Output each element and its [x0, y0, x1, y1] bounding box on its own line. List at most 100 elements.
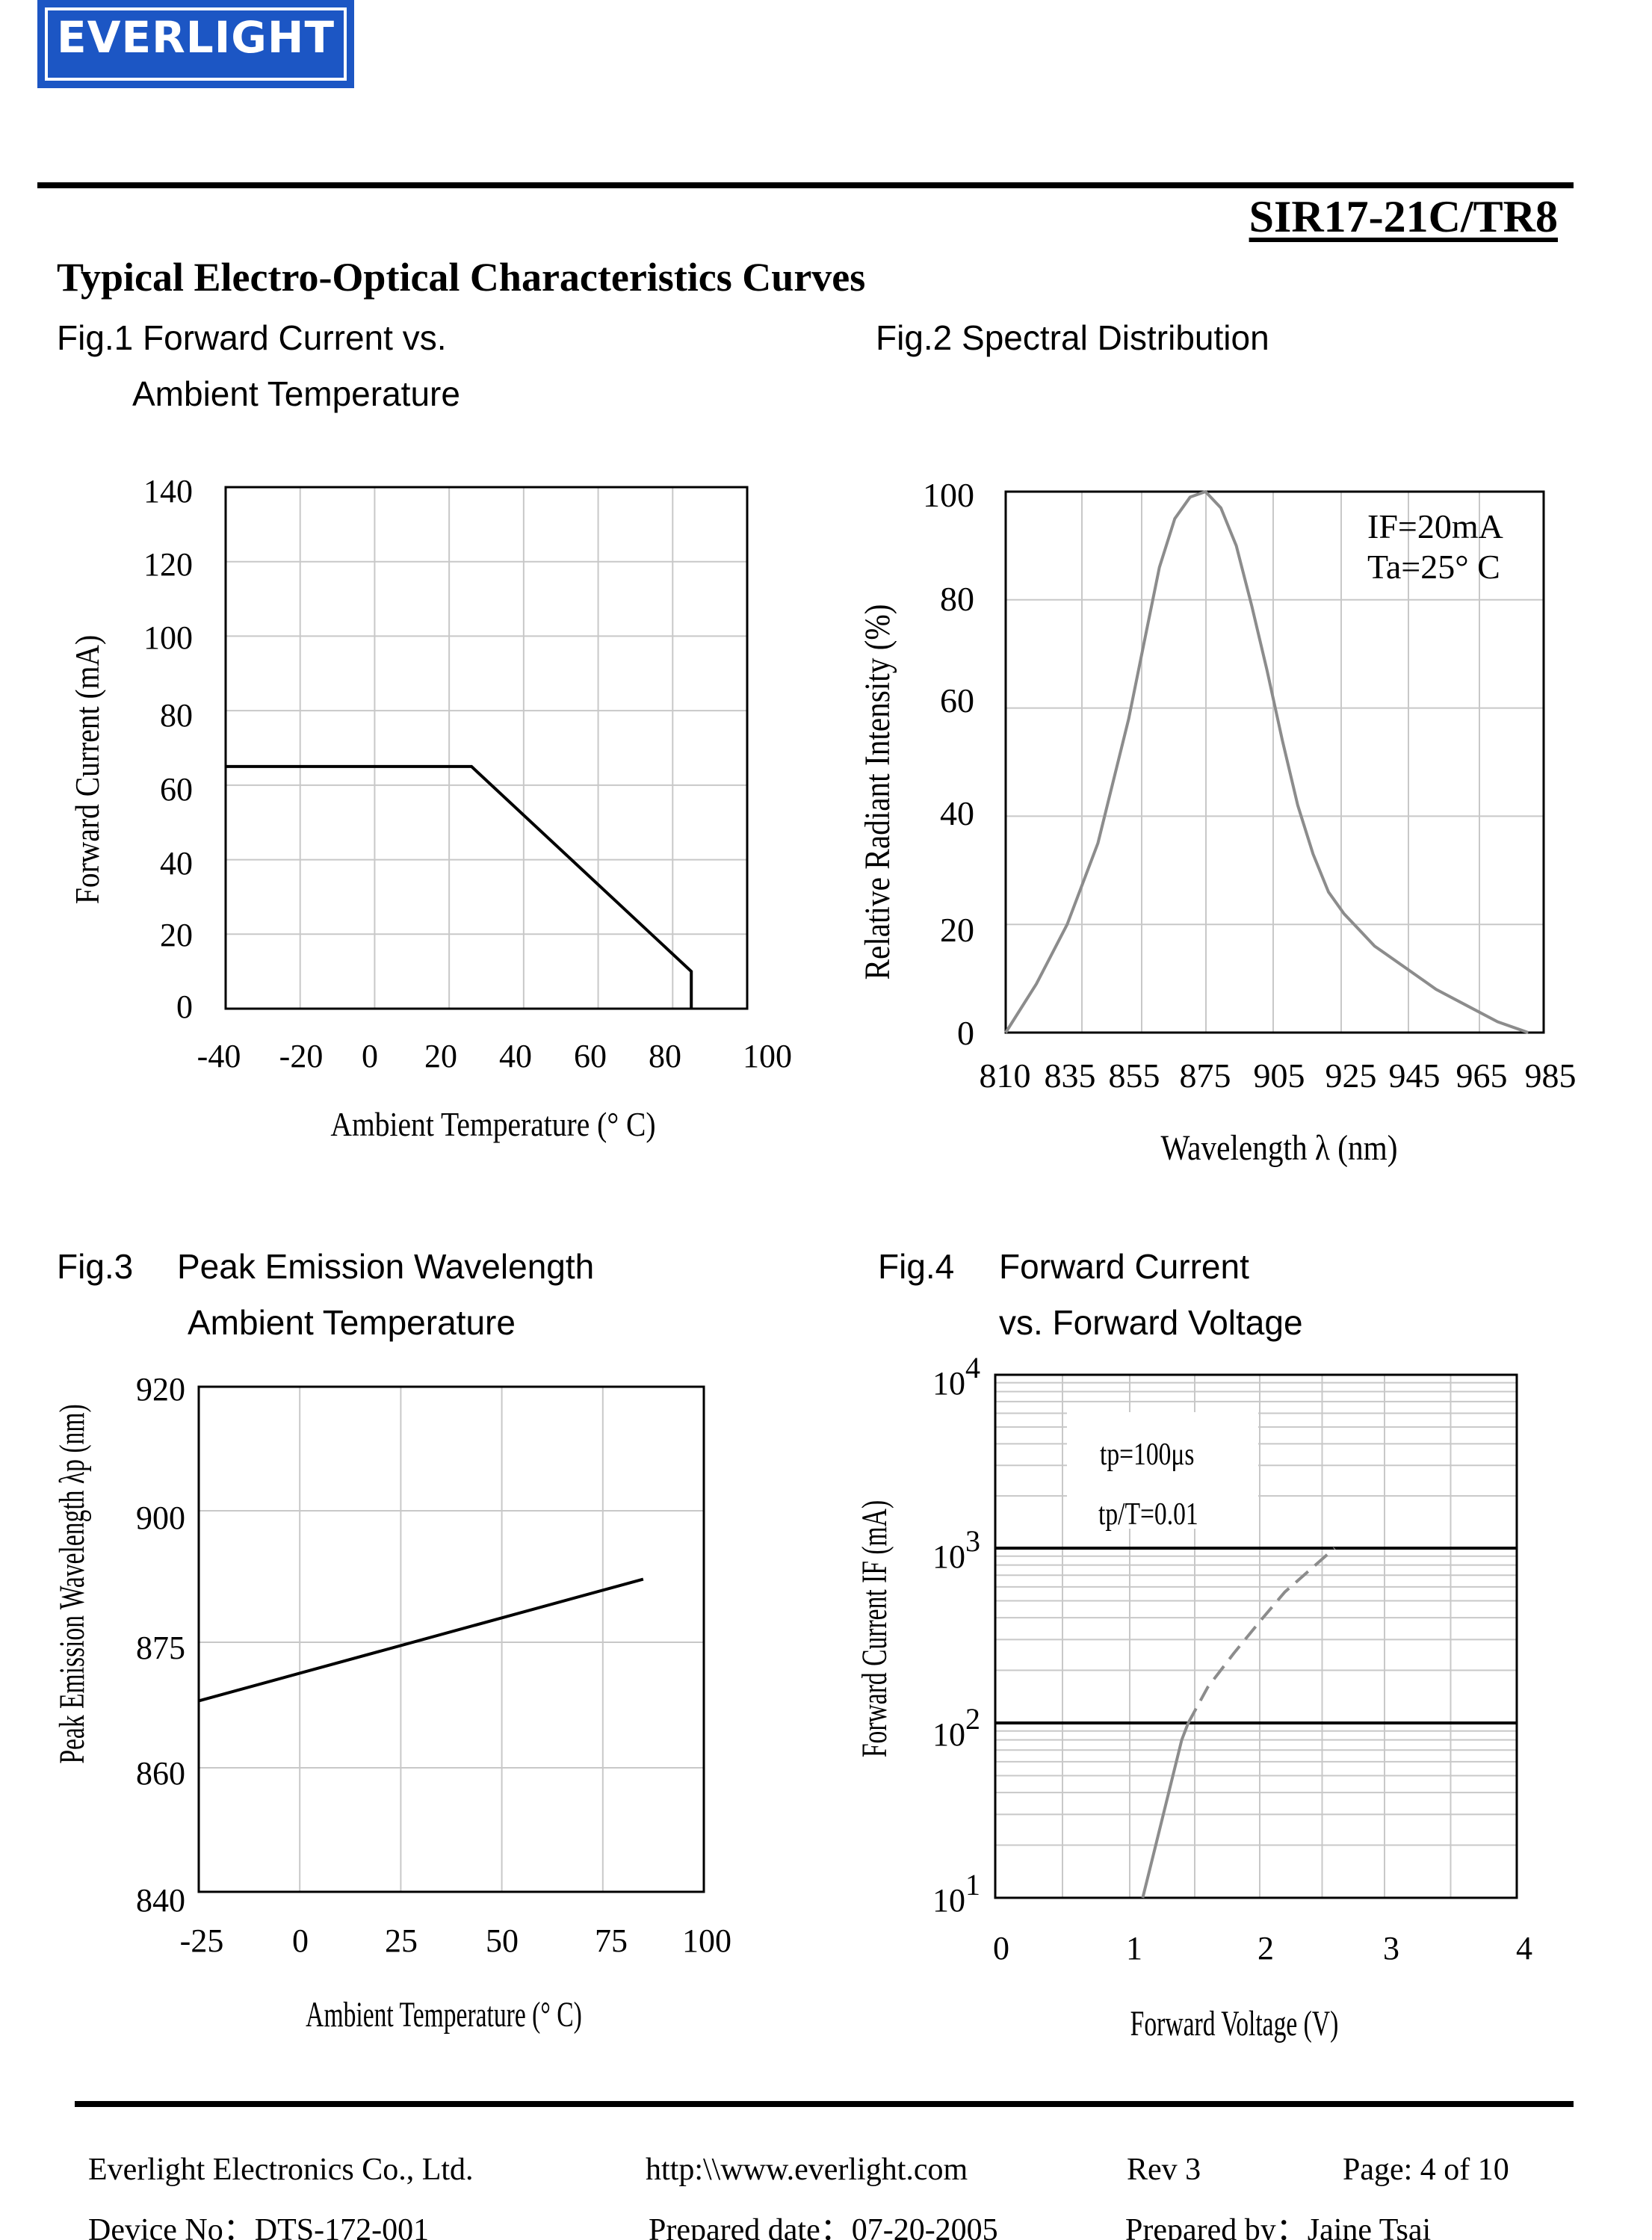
fig4-y-tick-base: 10	[932, 1538, 965, 1575]
header-rule	[37, 182, 1574, 188]
footer-rev: Rev 3	[1127, 2153, 1201, 2187]
fig3-x-tick-label: 25	[385, 1922, 418, 1959]
fig4-y-tick-base: 10	[932, 1365, 965, 1402]
fig1-chart: -40 -20 0 20 40 60 80 100 0 20 40 60 80 100 120 140 Ambi…	[69, 473, 792, 1144]
fig4-y-tick-exponent: 1	[965, 1868, 980, 1902]
fig2-x-tick-label: 810	[980, 1056, 1031, 1095]
fig4-title-line2: vs. Forward Voltage	[999, 1303, 1303, 1342]
fig2-annotation-temp: Ta=25° C	[1367, 548, 1500, 586]
fig2-y-tick-label: 40	[940, 794, 974, 832]
fig4-y-tick-base: 10	[932, 1882, 965, 1919]
everlight-logo: EVERLIGHT	[37, 0, 354, 88]
fig1-y-tick-label: 120	[143, 546, 193, 583]
fig2-x-tick-label: 905	[1254, 1056, 1305, 1095]
fig3-plot-frame	[197, 1385, 705, 1893]
fig1-y-tick-label: 140	[143, 473, 193, 510]
fig3-y-tick-label: 875	[136, 1630, 185, 1666]
fig4-series-solid	[1141, 1722, 1190, 1899]
fig4-annotation-duty: tp/T=0.01	[1098, 1497, 1198, 1532]
fig3-title-line2: Ambient Temperature	[188, 1303, 516, 1342]
fig4-title-prefix: Fig.4	[878, 1247, 955, 1286]
fig3-y-axis-label: Peak Emission Wavelength λp (nm)	[52, 1404, 92, 1763]
fig2-x-axis-label: Wavelength λ (nm)	[1161, 1127, 1398, 1168]
fig1-plot-frame	[224, 486, 749, 1010]
fig1-x-tick-label: 0	[362, 1038, 378, 1074]
fig3-x-tick-label: 75	[595, 1922, 628, 1959]
fig1-y-tick-label: 100	[143, 619, 193, 656]
fig4-y-tick-exponent: 2	[965, 1702, 980, 1736]
fig4-y-tick-exponent: 4	[965, 1351, 980, 1384]
fig3-series-line	[198, 1577, 644, 1703]
fig3-x-axis-label: Ambient Temperature (° C)	[306, 1994, 582, 2035]
fig1-title: Fig.1 Forward Current vs.	[57, 318, 447, 357]
fig4-x-tick-label: 2	[1257, 1930, 1274, 1967]
fig3-title: Peak Emission Wavelength	[177, 1247, 595, 1286]
fig1-y-tick-label: 40	[160, 845, 193, 882]
fig4-annotation-pulse: tp=100μs	[1100, 1438, 1195, 1472]
fig2-title: Fig.2 Spectral Distribution	[876, 318, 1269, 357]
fig2-plot-frame	[1004, 490, 1545, 1034]
fig3-chart: -25 0 25 50 75 100 840 860 875 900 920 Ambient Temp…	[52, 1371, 731, 2035]
fig3-y-tick-label: 840	[136, 1882, 185, 1919]
fig4-plot-frame	[994, 1373, 1518, 1899]
fig2-x-tick-label: 835	[1045, 1056, 1096, 1095]
fig1-series-line	[226, 764, 693, 1009]
fig2-chart: 810 835 855 875 905 925 945 965 985 0 20 40 60 80 100 I…	[857, 476, 1576, 1168]
footer-rule	[75, 2101, 1574, 2107]
fig1-y-axis-label: Forward Current (mA)	[69, 635, 106, 904]
fig4-y-tick-exponent: 3	[965, 1524, 980, 1558]
footer-device-no: Device No：DTS-172-001	[88, 2213, 430, 2240]
fig1-x-axis-label: Ambient Temperature (° C)	[330, 1106, 655, 1143]
fig2-x-tick-label: 945	[1389, 1056, 1441, 1095]
fig3-x-tick-label: 0	[292, 1922, 309, 1959]
footer-prepared-date: Prepared date：07-20-2005	[649, 2213, 998, 2240]
fig4-x-tick-label: 3	[1383, 1930, 1399, 1967]
fig3-y-tick-label: 860	[136, 1755, 185, 1792]
fig3-x-tick-label: 100	[682, 1922, 731, 1959]
fig1-x-tick-label: 40	[499, 1038, 532, 1074]
fig4-y-axis-label: Forward Current IF (mA)	[854, 1500, 894, 1757]
fig2-x-tick-label: 855	[1109, 1056, 1160, 1095]
fig1-y-tick-label: 80	[160, 697, 193, 734]
fig2-x-tick-label: 875	[1180, 1056, 1231, 1095]
logo-border	[45, 7, 347, 81]
fig4-x-tick-label: 1	[1126, 1930, 1142, 1967]
fig1-x-tick-label: -40	[197, 1038, 241, 1074]
fig1-y-tick-label: 0	[176, 988, 193, 1025]
part-number: SIR17-21C/TR8	[1249, 192, 1558, 241]
fig4-annotation-box	[1067, 1412, 1258, 1529]
fig2-y-tick-label: 0	[957, 1014, 974, 1052]
fig2-x-tick-label: 925	[1325, 1056, 1377, 1095]
fig1-title-line2: Ambient Temperature	[132, 374, 460, 413]
fig2-annotation-current: IF=20mA	[1367, 507, 1503, 545]
fig4-series-dashed	[1187, 1547, 1336, 1724]
fig3-y-tick-label: 920	[136, 1371, 185, 1408]
fig4-x-tick-label: 0	[993, 1930, 1009, 1967]
fig2-y-tick-label: 80	[940, 580, 974, 618]
fig1-x-tick-label: 60	[574, 1038, 607, 1074]
fig4-title: Forward Current	[999, 1247, 1249, 1286]
logo-text: EVERLIGHT	[56, 12, 335, 63]
fig3-y-tick-label: 900	[136, 1500, 185, 1536]
fig2-x-tick-label: 985	[1525, 1056, 1577, 1095]
section-title: Typical Electro-Optical Characteristics …	[57, 255, 866, 300]
footer-prepared-by: Prepared by：Jaine Tsai	[1125, 2213, 1432, 2240]
fig2-y-tick-label: 20	[940, 911, 974, 949]
footer-url[interactable]: http:\\www.everlight.com	[646, 2153, 968, 2187]
fig1-y-tick-label: 20	[160, 917, 193, 953]
fig4-y-tick-base: 10	[932, 1716, 965, 1753]
fig1-x-tick-label: 80	[649, 1038, 681, 1074]
fig2-y-tick-label: 60	[940, 681, 974, 720]
fig3-title-prefix: Fig.3	[57, 1247, 134, 1286]
fig2-y-axis-label: Relative Radiant Intensity (%)	[857, 604, 897, 980]
fig4-x-axis-label: Forward Voltage (V)	[1130, 2003, 1339, 2043]
fig3-x-tick-label: -25	[180, 1922, 224, 1959]
fig4-x-tick-label: 4	[1516, 1930, 1532, 1967]
footer-company: Everlight Electronics Co., Ltd.	[88, 2153, 474, 2187]
fig1-y-tick-label: 60	[160, 771, 193, 808]
fig3-x-tick-label: 50	[486, 1922, 519, 1959]
fig1-x-tick-label: -20	[279, 1038, 324, 1074]
